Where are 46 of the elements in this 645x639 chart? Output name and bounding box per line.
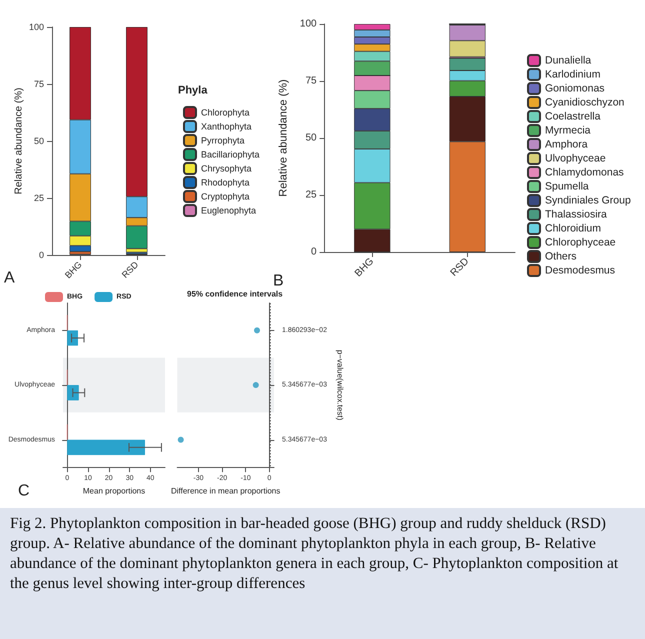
y-tick-label: 25	[305, 190, 318, 200]
y-axis-title: Relative abundance (%)	[278, 79, 290, 197]
caption: Fig 2. Phytoplankton composition in bar-headed goose (BHG) group and ruddy shelduck (RSD) group. A- Relative abundance of the dominant phytoplankton phyla in each group, B- Relative abundance of the dominant phytoplankton genera in each group, C- Phytoplankton composition at the genus level showing inter-group differences	[10, 514, 620, 594]
legend-label: Ulvophyceae	[545, 152, 606, 164]
legend-label: Syndiniales Group	[545, 194, 631, 206]
y-tick-label: 100	[28, 22, 44, 32]
legend-label: Bacillariophyta	[201, 150, 260, 160]
y-tick-label: 25	[34, 193, 44, 203]
legend-label: Amphora	[545, 138, 588, 150]
legend-label: Thalassiosira	[545, 208, 608, 220]
legend-label: Spumella	[545, 180, 589, 192]
legend-label: Chlorophyta	[201, 108, 250, 118]
legend-label: Goniomonas	[545, 82, 605, 94]
bar	[67, 330, 78, 346]
legend-label: Myrmecia	[545, 124, 591, 136]
x-axis-title: Mean proportions	[82, 486, 146, 496]
y-tick-label: 75	[305, 76, 318, 86]
legend-label: Euglenophyta	[201, 206, 256, 216]
legend-label: Karlodinium	[545, 68, 601, 80]
text: B	[273, 272, 284, 290]
text: A	[4, 270, 15, 286]
y-tick-label: 50	[34, 136, 44, 146]
legend-label: Chlamydomonas	[545, 166, 624, 178]
y-axis-title: Relative abundance (%)	[14, 88, 24, 194]
legend-label: Rhodophyta	[201, 178, 250, 188]
legend-label: Dunaliella	[545, 54, 592, 66]
x-axis-title: Difference in mean proportions	[171, 486, 280, 496]
legend-label: Pyrrophyta	[201, 136, 245, 146]
y-tick-label: 50	[305, 132, 318, 144]
legend-label: Desmodesmus	[545, 264, 616, 276]
bar	[67, 440, 146, 456]
y-tick-label: 100	[300, 18, 318, 30]
y-tick-label: 0	[311, 246, 318, 258]
legend-label: Others	[545, 250, 577, 262]
legend-label: Coelastrella	[545, 110, 601, 122]
y-axis-title: p−value(wilcox.test)	[336, 350, 344, 421]
legend-label: Chrysophyta	[201, 164, 252, 174]
y-tick-label: 75	[34, 79, 44, 89]
legend-label: Chlorophyceae	[545, 236, 616, 248]
legend-label: Xanthophyta	[201, 122, 252, 132]
legend-title: Phyla	[178, 84, 208, 96]
text: C	[18, 482, 30, 500]
legend-label: Cyanidioschyzon	[545, 96, 625, 108]
legend-label: Chloroidium	[545, 222, 602, 234]
legend-label: Cryptophyta	[201, 192, 250, 202]
chart-title: 95% confidence intervals	[187, 290, 284, 298]
